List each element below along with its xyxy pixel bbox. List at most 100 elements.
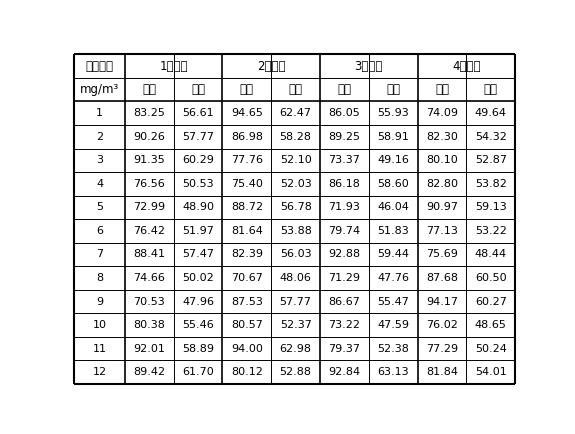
Text: 47.76: 47.76: [377, 273, 409, 283]
Text: 75.40: 75.40: [231, 179, 263, 189]
Text: 55.46: 55.46: [182, 320, 214, 330]
Text: 1号锅炉: 1号锅炉: [159, 59, 188, 72]
Text: 空白: 空白: [240, 83, 254, 96]
Text: 80.57: 80.57: [231, 320, 263, 330]
Text: 71.29: 71.29: [328, 273, 361, 283]
Text: 58.89: 58.89: [182, 344, 214, 354]
Text: 92.01: 92.01: [133, 344, 165, 354]
Text: 53.22: 53.22: [475, 226, 507, 236]
Text: 89.42: 89.42: [133, 367, 166, 377]
Text: 试样: 试样: [484, 83, 498, 96]
Text: 83.25: 83.25: [133, 108, 165, 118]
Text: 53.82: 53.82: [475, 179, 507, 189]
Text: 4号锅炉: 4号锅炉: [452, 59, 481, 72]
Text: 58.28: 58.28: [279, 132, 312, 142]
Text: 11: 11: [93, 344, 106, 354]
Text: 54.32: 54.32: [475, 132, 507, 142]
Text: 57.77: 57.77: [279, 296, 312, 306]
Text: 82.30: 82.30: [426, 132, 458, 142]
Text: 47.59: 47.59: [377, 320, 409, 330]
Text: 空白: 空白: [338, 83, 351, 96]
Text: 12: 12: [93, 367, 106, 377]
Text: 54.01: 54.01: [475, 367, 507, 377]
Text: 77.76: 77.76: [231, 155, 263, 165]
Text: 48.65: 48.65: [475, 320, 507, 330]
Text: 80.12: 80.12: [231, 367, 263, 377]
Text: 94.00: 94.00: [231, 344, 263, 354]
Text: 81.84: 81.84: [426, 367, 458, 377]
Text: 56.03: 56.03: [280, 250, 312, 260]
Text: 74.09: 74.09: [426, 108, 458, 118]
Text: 55.93: 55.93: [377, 108, 409, 118]
Text: 60.50: 60.50: [475, 273, 507, 283]
Text: 88.41: 88.41: [133, 250, 165, 260]
Text: 1: 1: [96, 108, 103, 118]
Text: 52.03: 52.03: [280, 179, 312, 189]
Text: 71.93: 71.93: [328, 202, 361, 212]
Text: 62.98: 62.98: [279, 344, 312, 354]
Text: 60.29: 60.29: [182, 155, 214, 165]
Text: 空白: 空白: [435, 83, 449, 96]
Text: 80.38: 80.38: [133, 320, 165, 330]
Text: 57.47: 57.47: [182, 250, 214, 260]
Text: 48.06: 48.06: [279, 273, 312, 283]
Text: 61.70: 61.70: [182, 367, 214, 377]
Text: 86.67: 86.67: [328, 296, 361, 306]
Text: 50.53: 50.53: [182, 179, 214, 189]
Text: 70.67: 70.67: [231, 273, 263, 283]
Text: 5: 5: [96, 202, 103, 212]
Text: 76.56: 76.56: [133, 179, 165, 189]
Text: 6: 6: [96, 226, 103, 236]
Text: 73.22: 73.22: [328, 320, 361, 330]
Text: 79.37: 79.37: [328, 344, 361, 354]
Text: 49.16: 49.16: [377, 155, 409, 165]
Text: 2号锅炉: 2号锅炉: [257, 59, 286, 72]
Text: 试样: 试样: [191, 83, 205, 96]
Text: 57.77: 57.77: [182, 132, 214, 142]
Text: 59.44: 59.44: [377, 250, 409, 260]
Text: 88.72: 88.72: [231, 202, 263, 212]
Text: 52.10: 52.10: [280, 155, 312, 165]
Text: 92.84: 92.84: [328, 367, 361, 377]
Text: 56.61: 56.61: [182, 108, 214, 118]
Text: 79.74: 79.74: [328, 226, 361, 236]
Text: 86.18: 86.18: [328, 179, 361, 189]
Text: 92.88: 92.88: [328, 250, 361, 260]
Text: 10: 10: [93, 320, 106, 330]
Text: 62.47: 62.47: [279, 108, 312, 118]
Text: 7: 7: [96, 250, 103, 260]
Text: 52.37: 52.37: [279, 320, 312, 330]
Text: 二氧化硫: 二氧化硫: [86, 59, 113, 72]
Text: 80.10: 80.10: [426, 155, 458, 165]
Text: 53.88: 53.88: [279, 226, 312, 236]
Text: 58.91: 58.91: [377, 132, 409, 142]
Text: 51.97: 51.97: [182, 226, 214, 236]
Text: 46.04: 46.04: [377, 202, 409, 212]
Text: 52.87: 52.87: [475, 155, 507, 165]
Text: 48.44: 48.44: [475, 250, 507, 260]
Text: 52.38: 52.38: [377, 344, 409, 354]
Text: 59.13: 59.13: [475, 202, 507, 212]
Text: 90.97: 90.97: [426, 202, 458, 212]
Text: 47.96: 47.96: [182, 296, 214, 306]
Text: 86.98: 86.98: [231, 132, 263, 142]
Text: 77.29: 77.29: [426, 344, 458, 354]
Text: 49.64: 49.64: [475, 108, 507, 118]
Text: 3: 3: [96, 155, 103, 165]
Text: 52.88: 52.88: [279, 367, 312, 377]
Text: 63.13: 63.13: [377, 367, 409, 377]
Text: 3号锅炉: 3号锅炉: [355, 59, 383, 72]
Text: 82.80: 82.80: [426, 179, 458, 189]
Text: 试样: 试样: [386, 83, 400, 96]
Text: 70.53: 70.53: [133, 296, 165, 306]
Text: 81.64: 81.64: [231, 226, 263, 236]
Text: 90.26: 90.26: [133, 132, 165, 142]
Text: 51.83: 51.83: [377, 226, 409, 236]
Text: 空白: 空白: [142, 83, 156, 96]
Text: 77.13: 77.13: [426, 226, 458, 236]
Text: 76.42: 76.42: [133, 226, 165, 236]
Text: 4: 4: [96, 179, 103, 189]
Text: 试样: 试样: [289, 83, 302, 96]
Text: 87.68: 87.68: [426, 273, 458, 283]
Text: 50.24: 50.24: [475, 344, 507, 354]
